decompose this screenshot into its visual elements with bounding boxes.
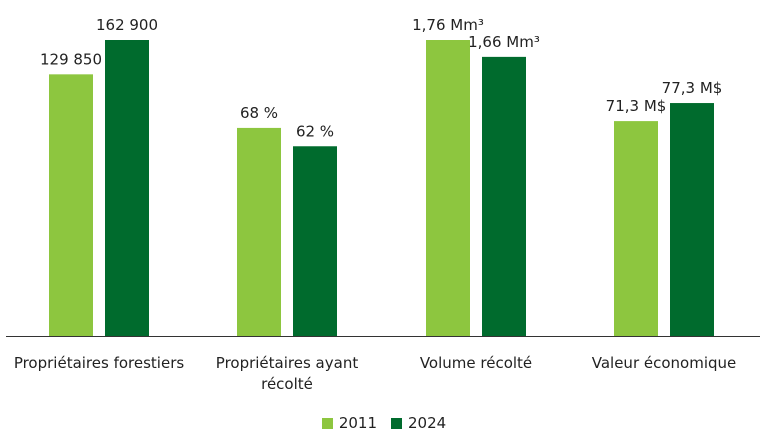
bar-2011-4 [614,121,658,336]
category-label-3: Volume récolté [420,354,532,372]
data-label-2024-4: 77,3 M$ [662,79,723,97]
data-label-2024-3: 1,66 Mm³ [468,33,540,51]
legend-item-2011: 2011 [321,414,377,432]
bar-2024-2 [293,146,337,336]
data-label-2011-3: 1,76 Mm³ [412,16,484,34]
category-label-4: Valeur économique [592,354,737,372]
category-label-2: récolté [261,375,313,393]
legend-label-2024: 2024 [408,414,447,432]
data-label-2011-4: 71,3 M$ [606,97,667,115]
bar-2024-4 [670,103,714,336]
data-label-2011-1: 129 850 [40,50,102,68]
data-label-2024-2: 62 % [296,122,334,140]
bar-2011-3 [426,40,470,336]
data-label-2011-2: 68 % [240,104,278,122]
legend: 2011 2024 [0,414,768,432]
legend-swatch-2011 [321,417,333,429]
bar-2011-1 [49,74,93,336]
legend-item-2024: 2024 [391,414,446,432]
bar-2024-1 [105,40,149,336]
legend-swatch-2024 [391,417,402,429]
bar-2024-3 [482,56,526,336]
data-label-2024-1: 162 900 [96,16,158,34]
bar-2011-2 [237,127,281,336]
legend-label-2011: 2011 [338,414,377,432]
category-label-1: Propriétaires forestiers [14,354,185,372]
category-label-2: Propriétaires ayant [216,354,359,372]
